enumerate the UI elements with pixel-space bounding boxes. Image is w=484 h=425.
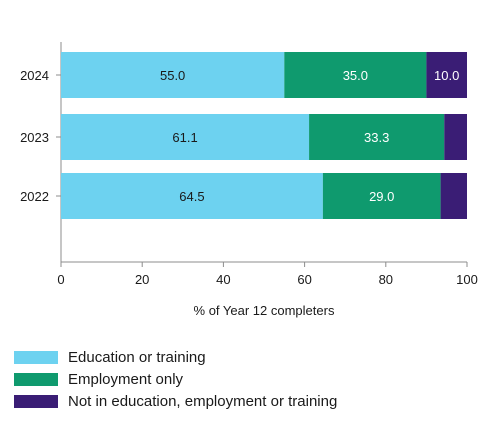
bar-education-2024 — [61, 52, 285, 98]
data-label-employment-2024: 35.0 — [343, 68, 368, 83]
bar-employment-2022 — [322, 173, 441, 219]
ticks-group: 2024 2023 2022 0 20 40 60 80 100 — [20, 68, 478, 287]
bar-education-2022 — [61, 173, 323, 219]
x-axis-title: % of Year 12 completers — [194, 303, 335, 318]
x-tick-label-100: 100 — [456, 272, 478, 287]
y-tick-label-2024: 2024 — [20, 68, 49, 83]
data-label-employment-2023: 33.3 — [364, 130, 389, 145]
x-tick-label-60: 60 — [297, 272, 311, 287]
legend-item-education: Education or training — [14, 346, 337, 368]
y-tick-label-2023: 2023 — [20, 130, 49, 145]
bar-education-2023 — [61, 114, 310, 160]
stacked-bar-chart: 55.0 35.0 10.061.1 33.364.5 29.0 20242023202… — [20, 42, 478, 318]
data-label-education-2023: 61.1 — [172, 130, 197, 145]
bar-neet-2023 — [444, 114, 467, 160]
data-label-education-2022: 64.5 — [179, 189, 204, 204]
legend-label-education: Education or training — [68, 348, 206, 366]
bar-neet-2024 — [426, 52, 467, 98]
bar-employment-2024 — [284, 52, 427, 98]
x-tick-label-0: 0 — [57, 272, 64, 287]
y-tick-label-2022: 2022 — [20, 189, 49, 204]
legend-item-employment: Employment only — [14, 368, 337, 390]
legend-label-neet: Not in education, employment or training — [68, 392, 338, 410]
legend-label-employment: Employment only — [68, 370, 184, 388]
x-tick-label-80: 80 — [379, 272, 393, 287]
data-label-education-2024: 55.0 — [160, 68, 185, 83]
legend-swatch-employment — [14, 372, 58, 386]
data-label-neet-2024: 10.0 — [434, 68, 459, 83]
bars-group: 55.0 35.0 10.0 61.1 33.3 64.5 29.0 — [61, 52, 467, 219]
data-label-employment-2022: 29.0 — [369, 189, 394, 204]
legend-swatch-education — [14, 350, 58, 364]
legend-swatch-neet — [14, 394, 58, 408]
legend: Education or training Employment only No… — [14, 346, 337, 412]
bar-employment-2023 — [309, 114, 445, 160]
x-tick-label-40: 40 — [216, 272, 230, 287]
legend-item-neet: Not in education, employment or training — [14, 390, 337, 412]
bar-neet-2022 — [440, 173, 467, 219]
x-tick-label-20: 20 — [135, 272, 149, 287]
